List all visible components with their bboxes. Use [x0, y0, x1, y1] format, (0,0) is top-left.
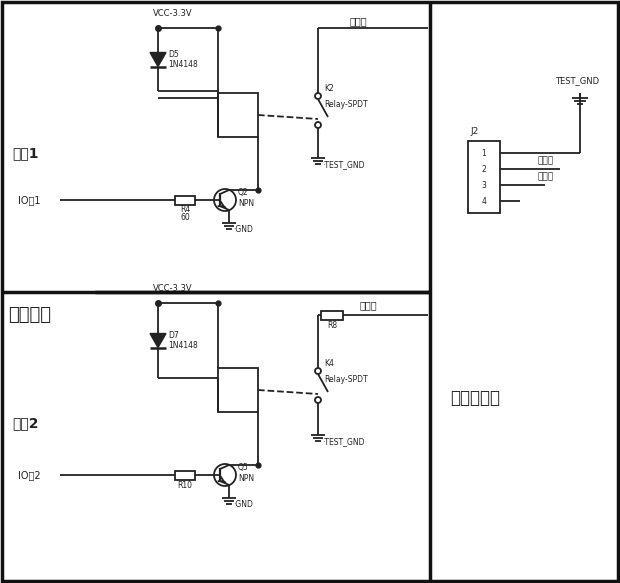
Bar — [218, 368, 258, 412]
Text: D5
1N4148: D5 1N4148 — [168, 50, 198, 69]
Text: 测试装置: 测试装置 — [8, 306, 51, 324]
Text: 60: 60 — [180, 212, 190, 222]
Text: TEST_GND: TEST_GND — [555, 76, 599, 85]
Text: 2: 2 — [482, 164, 486, 174]
Bar — [218, 93, 258, 137]
Polygon shape — [150, 52, 166, 66]
Text: ·TEST_GND: ·TEST_GND — [322, 437, 365, 446]
Text: Relay-SPDT: Relay-SPDT — [324, 375, 368, 384]
Text: IO口2: IO口2 — [18, 470, 41, 480]
Text: D7
1N4148: D7 1N4148 — [168, 331, 198, 350]
Bar — [321, 311, 343, 319]
Text: R8: R8 — [327, 321, 337, 329]
Bar — [468, 141, 500, 213]
Text: 血糖仪接口: 血糖仪接口 — [450, 389, 500, 407]
Text: 1: 1 — [482, 149, 486, 157]
Text: ·GND: ·GND — [233, 500, 253, 509]
Text: R10: R10 — [177, 480, 192, 490]
Text: Relay-SPDT: Relay-SPDT — [324, 100, 368, 109]
Text: K4: K4 — [324, 359, 334, 368]
Text: R4: R4 — [180, 205, 190, 215]
Text: 插条线: 插条线 — [350, 16, 368, 26]
Text: ·GND: ·GND — [233, 225, 253, 234]
Text: 测値线: 测値线 — [360, 300, 378, 310]
Text: IO口1: IO口1 — [18, 195, 40, 205]
Text: J2: J2 — [470, 127, 478, 136]
Text: ·TEST_GND: ·TEST_GND — [322, 160, 365, 169]
Text: Q2
NPN: Q2 NPN — [238, 188, 254, 208]
Bar — [175, 470, 195, 479]
Polygon shape — [150, 333, 166, 347]
Text: 3: 3 — [482, 181, 487, 189]
Text: 4: 4 — [482, 196, 487, 205]
Text: 端口2: 端口2 — [12, 416, 38, 430]
Text: 端口1: 端口1 — [12, 146, 38, 160]
Text: K2: K2 — [324, 84, 334, 93]
Text: VCC-3.3V: VCC-3.3V — [153, 284, 193, 293]
Text: 测値线: 测値线 — [538, 172, 554, 181]
Text: VCC-3.3V: VCC-3.3V — [153, 9, 193, 18]
Text: 插条线: 插条线 — [538, 156, 554, 165]
Text: Q5
NPN: Q5 NPN — [238, 463, 254, 483]
Bar — [175, 195, 195, 205]
